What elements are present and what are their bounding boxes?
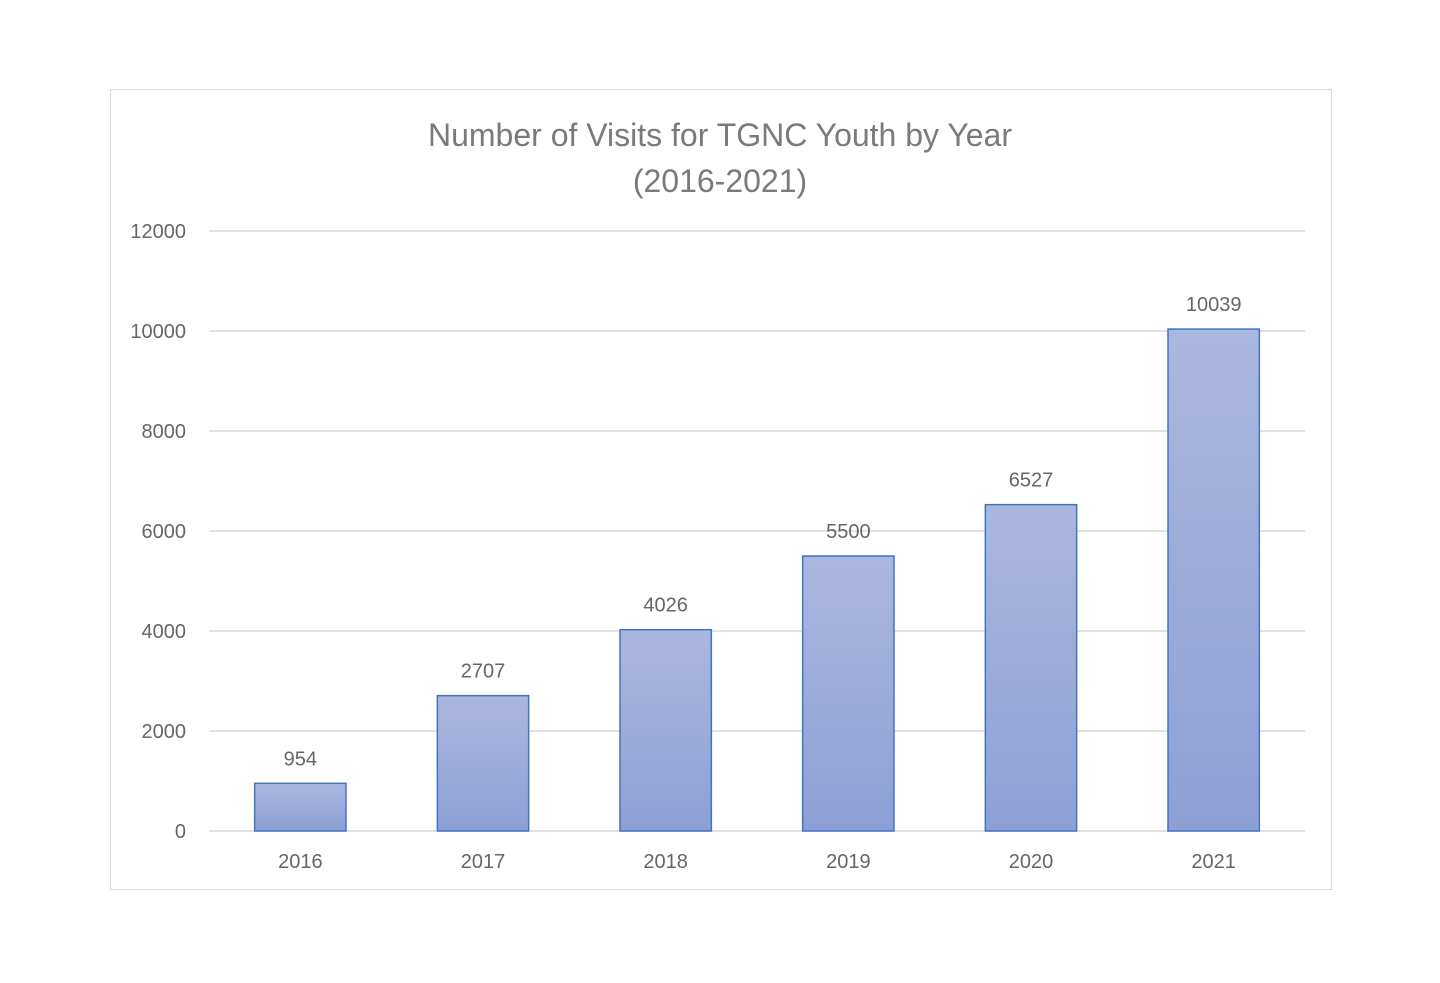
gridlines: [209, 230, 1305, 832]
y-tick-label: 0: [175, 821, 186, 843]
bars: [253, 328, 1261, 832]
y-tick-label: 6000: [142, 521, 187, 543]
bar-2021: [1167, 328, 1261, 832]
x-tick-label: 2020: [1009, 851, 1054, 873]
bar-2018: [619, 628, 713, 832]
x-tick-label: 2018: [643, 851, 688, 873]
chart-title-line: Number of Visits for TGNC Youth by Year: [427, 117, 1012, 153]
chart-title: Number of Visits for TGNC Youth by Year …: [0, 112, 1440, 204]
y-tick-label: 12000: [130, 221, 186, 243]
x-tick-label: 2016: [278, 851, 323, 873]
bar-2020: [984, 503, 1078, 832]
x-tick-label: 2017: [461, 851, 506, 873]
data-label-2016: 954: [284, 748, 317, 770]
data-label-2018: 4026: [643, 595, 688, 617]
bar-2017: [436, 694, 530, 832]
chart-subtitle-line: (2016-2021): [632, 163, 808, 199]
y-tick-label: 10000: [130, 321, 186, 343]
bar-2019: [801, 555, 895, 832]
data-labels: 954 2707 4026 5500 6527 10039: [284, 294, 1242, 770]
x-tick-label: 2021: [1191, 851, 1236, 873]
data-label-2017: 2707: [461, 661, 506, 683]
data-label-2020: 6527: [1009, 470, 1054, 492]
y-axis-ticks: 0 2000 4000 6000 8000 10000 12000: [130, 221, 186, 843]
data-label-2021: 10039: [1186, 294, 1242, 316]
y-tick-label: 4000: [142, 621, 187, 643]
x-tick-label: 2019: [826, 851, 871, 873]
chart-frame: [110, 89, 1332, 890]
y-tick-label: 8000: [142, 421, 187, 443]
data-label-2019: 5500: [826, 521, 871, 543]
bar-2016: [253, 782, 347, 832]
x-axis-ticks: 2016 2017 2018 2019 2020 2021: [278, 851, 1236, 873]
y-tick-label: 2000: [142, 721, 187, 743]
